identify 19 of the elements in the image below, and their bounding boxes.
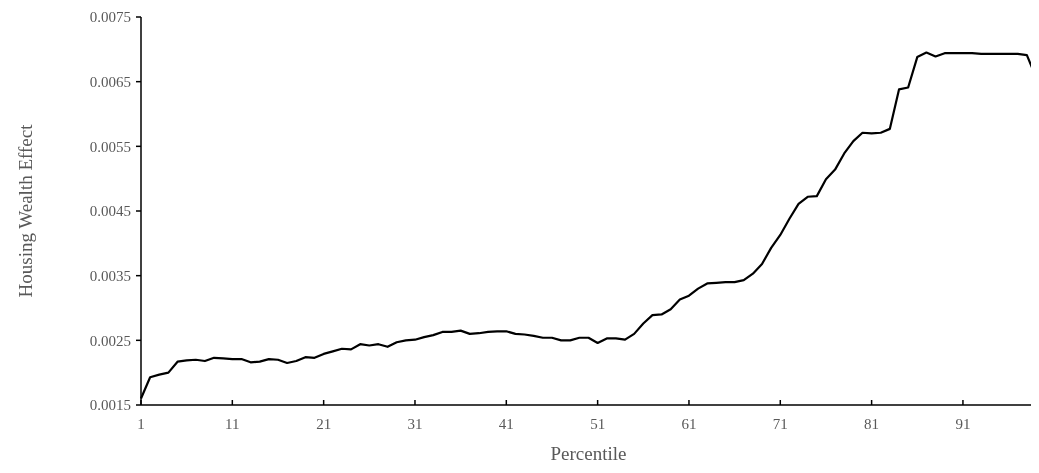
x-tick-label: 91: [955, 416, 971, 432]
y-tick-label: 0.0045: [89, 203, 131, 220]
x-tick-label: 61: [681, 416, 697, 432]
x-tick-label: 51: [590, 416, 606, 432]
x-tick-label: 81: [864, 416, 880, 432]
y-tick-label: 0.0075: [89, 9, 131, 26]
x-tick-label: 1: [137, 416, 145, 432]
x-axis-title: Percentile: [550, 443, 627, 464]
y-tick-label: 0.0065: [89, 73, 131, 90]
x-tick-label: 21: [316, 416, 332, 432]
y-axis-title: Housing Wealth Effect: [15, 123, 36, 298]
y-tick-label: 0.0055: [89, 138, 131, 155]
y-tick-label: 0.0035: [89, 267, 131, 284]
y-tick-label: 0.0015: [89, 397, 131, 414]
x-tick-label: 31: [407, 416, 423, 432]
y-tick-label: 0.0025: [89, 332, 131, 349]
x-tick-label: 41: [498, 416, 514, 432]
x-tick-label: 11: [225, 416, 240, 432]
x-tick-label: 71: [772, 416, 788, 432]
